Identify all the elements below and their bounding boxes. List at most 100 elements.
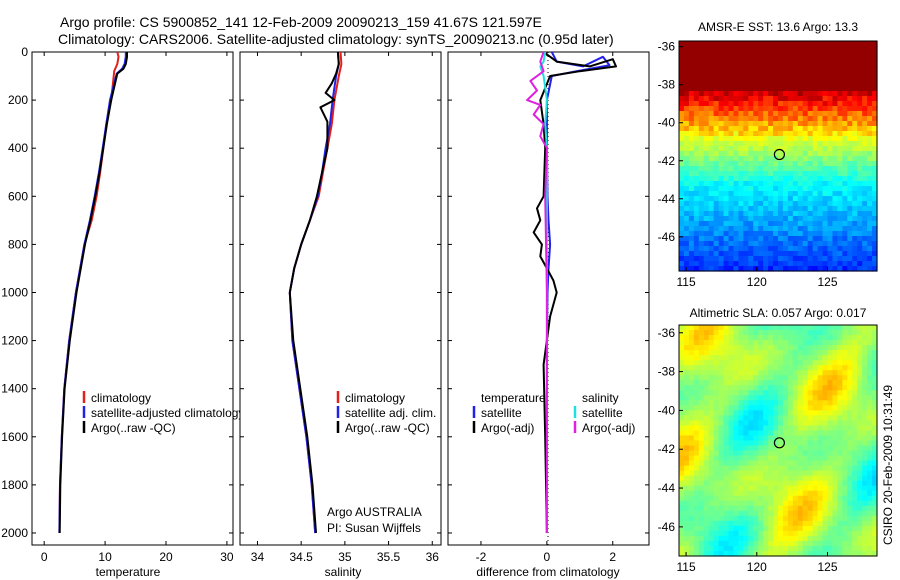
map-cell	[743, 116, 749, 122]
map-cell	[792, 385, 799, 391]
map-cell	[812, 520, 819, 527]
map-cell	[847, 335, 853, 341]
map-cell	[792, 445, 799, 452]
legend-argo: Argo(..raw -QC)	[91, 421, 176, 435]
map-cell	[748, 126, 754, 132]
map-cell	[703, 420, 710, 427]
map-cell	[807, 530, 814, 537]
map-cell	[822, 400, 829, 406]
map-cell	[733, 86, 739, 92]
map-cell	[738, 131, 744, 137]
map-cell	[698, 405, 705, 411]
map-cell	[872, 151, 878, 157]
map-cell	[778, 355, 784, 361]
map-cell	[857, 216, 863, 222]
map-cell	[847, 515, 853, 522]
map-cell	[773, 166, 779, 172]
map-cell	[683, 490, 690, 497]
map-cell	[708, 375, 715, 381]
map-cell	[832, 256, 838, 262]
map-cell	[787, 480, 794, 487]
map-cell	[852, 370, 858, 376]
map-cell	[708, 111, 715, 117]
map-cell	[867, 116, 873, 122]
map-cell	[748, 505, 754, 512]
map-cell	[758, 266, 764, 272]
map-cell	[688, 176, 695, 182]
map-cell	[758, 201, 764, 207]
map-cell	[778, 525, 784, 532]
map-cell	[753, 510, 759, 517]
map-cell	[773, 520, 779, 527]
map-cell	[827, 121, 834, 127]
map-cell	[679, 156, 685, 162]
map-cell	[748, 460, 754, 467]
map-cell	[792, 131, 799, 137]
map-cell	[748, 530, 754, 537]
map-cell	[683, 505, 690, 512]
map-cell	[787, 525, 794, 532]
map-cell	[688, 51, 695, 57]
map-cell	[743, 345, 749, 351]
map-cell	[679, 56, 685, 62]
map-cell	[778, 505, 784, 512]
map-cell	[847, 425, 853, 432]
map-cell	[782, 425, 789, 432]
map-cell	[802, 151, 809, 157]
map-cell	[713, 241, 720, 247]
map-cell	[683, 146, 690, 152]
map-cell	[792, 246, 799, 252]
map-cell	[787, 141, 794, 147]
map-cell	[693, 106, 700, 112]
map-cell	[827, 410, 834, 416]
legend-argo: Argo(..raw -QC)	[345, 421, 430, 435]
map-cell	[718, 375, 725, 381]
map-cell	[748, 226, 754, 232]
map-cell	[688, 141, 695, 147]
map-cell	[832, 151, 838, 157]
map-cell	[827, 485, 834, 492]
map-cell	[773, 41, 779, 47]
map-cell	[857, 51, 863, 57]
map-cell	[857, 500, 863, 507]
map-cell	[837, 146, 843, 152]
salinity-x-ticks: 34 34.5 35 35.5 36	[251, 52, 439, 564]
map-cell	[728, 440, 735, 447]
map-cell	[827, 495, 834, 502]
difference-x-axis-label: difference from climatology	[476, 565, 619, 579]
map-cell	[768, 111, 774, 117]
map-cell	[847, 355, 853, 361]
map-cell	[822, 375, 829, 381]
map-cell	[708, 460, 715, 467]
map-cell	[807, 420, 814, 427]
map-cell	[857, 196, 863, 202]
map-cell	[822, 475, 829, 482]
map-cell	[792, 41, 799, 47]
map-cell	[728, 330, 735, 336]
map-cell	[852, 330, 858, 336]
map-cell	[708, 236, 715, 242]
map-cell	[778, 151, 784, 157]
map-cell	[738, 400, 744, 406]
map-cell	[832, 101, 838, 107]
map-cell	[852, 540, 858, 547]
sla-map-frame	[678, 324, 878, 557]
map-cell	[812, 156, 819, 162]
map-cell	[708, 515, 715, 522]
map-cell	[748, 111, 754, 117]
map-cell	[758, 186, 764, 192]
map-cell	[693, 385, 700, 391]
map-cell	[748, 450, 754, 457]
map-cell	[763, 355, 769, 361]
map-cell	[679, 505, 685, 512]
map-cell	[698, 186, 705, 192]
map-cell	[708, 211, 715, 217]
map-cell	[679, 450, 685, 457]
map-cell	[852, 395, 858, 401]
map-cell	[782, 186, 789, 192]
map-cell	[792, 365, 799, 371]
map-cell	[683, 500, 690, 507]
map-cell	[837, 525, 843, 532]
map-cell	[718, 520, 725, 527]
map-cell	[872, 211, 878, 217]
